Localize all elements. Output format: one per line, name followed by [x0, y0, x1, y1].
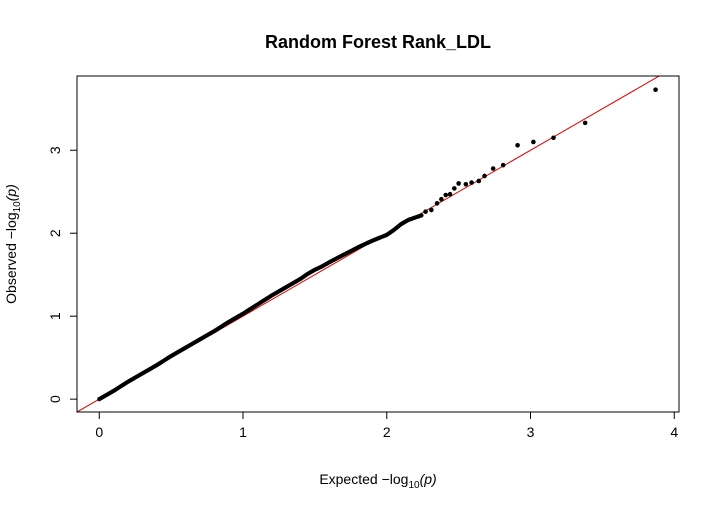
y-tick-label: 2 [47, 229, 63, 237]
plot-area [77, 76, 661, 412]
data-point [476, 178, 482, 184]
y-axis-label: Observed −log10(p) [3, 184, 23, 304]
plot-frame [76, 75, 680, 413]
data-point [531, 139, 536, 145]
x-tick-label: 0 [95, 424, 103, 440]
data-point [443, 192, 449, 198]
x-axis: 0 1 2 3 4 [95, 412, 678, 440]
x-tick-label: 4 [670, 424, 678, 440]
y-axis-label-suffix: (p) [3, 184, 19, 201]
data-point [515, 142, 520, 148]
data-point [653, 87, 658, 92]
x-axis-label: Expected −log10(p) [319, 471, 436, 491]
data-point [469, 180, 474, 185]
data-point [429, 207, 434, 213]
data-point [456, 181, 461, 186]
x-tick-label: 3 [527, 424, 535, 440]
data-point [551, 135, 556, 141]
data-point [463, 181, 469, 187]
y-tick-label: 0 [47, 395, 63, 403]
data-point [434, 201, 440, 206]
x-axis-label-prefix: Expected −log [319, 471, 408, 487]
y-axis: 0 1 2 3 [47, 146, 77, 403]
data-point [447, 191, 453, 197]
data-point [452, 186, 457, 191]
x-axis-label-suffix: (p) [420, 471, 437, 487]
y-axis-label-subscript: 10 [12, 201, 23, 213]
data-point [500, 162, 506, 168]
x-tick-label: 2 [383, 424, 391, 440]
data-point [582, 120, 588, 126]
y-tick-label: 3 [47, 146, 63, 154]
chart-title: Random Forest Rank_LDL [265, 32, 491, 52]
x-tick-label: 1 [239, 424, 247, 440]
data-points [97, 87, 658, 402]
data-point [490, 166, 496, 171]
data-point [419, 213, 424, 218]
x-axis-label-subscript: 10 [408, 480, 420, 491]
data-point [482, 173, 487, 179]
data-point [423, 209, 428, 214]
data-point [439, 196, 444, 202]
y-tick-label: 1 [47, 312, 63, 320]
y-axis-label-prefix: Observed −log [3, 212, 19, 303]
